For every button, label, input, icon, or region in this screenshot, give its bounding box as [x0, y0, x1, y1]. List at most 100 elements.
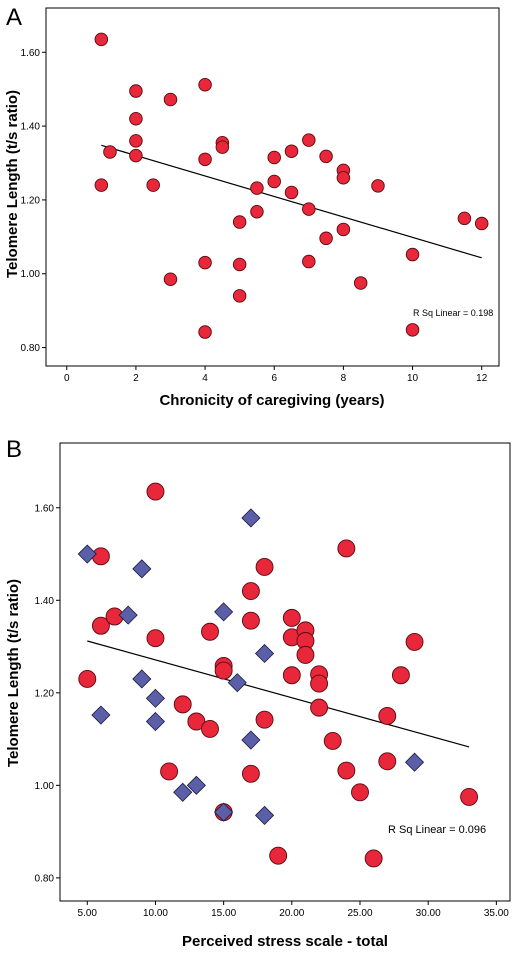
panel-a-x-tick-label: 2 [133, 373, 139, 384]
panel-a-circle-point [336, 222, 351, 237]
panel-b-y-tick-label: 1.20 [35, 688, 55, 699]
panel-b-circle-point [146, 629, 165, 648]
panel-a-circle-point [371, 179, 385, 193]
panel-a-circle-point [250, 181, 264, 195]
panel-a-y-tick-label: 1.40 [21, 122, 41, 133]
panel-a-circle-point [405, 323, 420, 337]
panel-b-r-squared: R Sq Linear = 0.096 [388, 824, 486, 836]
panel-b-circle-point [255, 710, 274, 729]
panel-b-x-tick-label: 30.00 [416, 908, 441, 919]
panel-b-circle-point [310, 674, 329, 693]
panel-a-circle-point [267, 150, 281, 165]
panel-b-circle-point [241, 764, 260, 783]
panel-a-circle-point [319, 231, 333, 246]
panel-a-circle-point [284, 185, 299, 200]
panel-a-y-tick-label: 0.80 [21, 343, 41, 354]
panel-b-diamond-point [186, 775, 206, 795]
panel-a-markers [94, 32, 489, 339]
panel-b-circle-point [269, 846, 288, 865]
panel-a-circle-point [232, 289, 247, 303]
panel-a-x-tick-label: 4 [202, 373, 208, 384]
panel-a-circle-point [163, 272, 178, 287]
panel-b-diamond-point [214, 602, 234, 622]
panel-a-x-axis-title: Chronicity of caregiving (years) [159, 392, 384, 409]
panel-b-circle-point [173, 695, 192, 714]
panel-a-ticks: 0 2 4 6 8 10 12 0.80 1.00 1.20 1.40 1.60 [21, 48, 488, 384]
panel-a-y-tick-label: 1.00 [21, 269, 41, 280]
panel-a-x-tick-label: 0 [64, 373, 70, 384]
panel-b-circle-point [460, 787, 479, 806]
panel-a-x-tick-label: 8 [341, 373, 347, 384]
panel-b-y-tick-label: 0.80 [35, 873, 55, 884]
panel-b-circle-point [351, 783, 369, 802]
panel-a-circle-point [302, 254, 316, 269]
panel-a-circle-point [284, 144, 299, 158]
panel-b-diamond-point [254, 643, 275, 664]
panel-b-circle-point [241, 582, 260, 600]
panel-b-diamond-point [173, 782, 193, 802]
panel-b-diamond-point [214, 802, 234, 822]
panel-b-circle-point [337, 539, 356, 558]
panel-a-circle-point [129, 134, 143, 148]
panel-b-circle-point [187, 712, 206, 731]
panel-a: A 0 2 4 6 8 10 12 0.80 1.00 1.20 1.40 1.60 R Sq Lin… [4, 4, 500, 409]
panel-a-circle-point [198, 152, 212, 167]
panel-b-circle-point [241, 611, 260, 630]
panel-b-circle-point [337, 761, 356, 780]
panel-b-circle-point [146, 482, 165, 501]
panel-b-x-tick-label: 25.00 [347, 908, 372, 919]
panel-b-fit-line [87, 640, 470, 748]
panel-b-diamond-point [404, 752, 425, 772]
panel-b-circle-point [160, 762, 179, 781]
panel-a-circle-point [302, 133, 316, 147]
panel-b-diamond-point [91, 705, 111, 725]
panel-a-circle-point [457, 211, 472, 226]
panel-a-circle-point [103, 145, 117, 159]
panel-a-x-tick-label: 6 [271, 373, 277, 384]
panel-a-circle-point [250, 204, 264, 219]
panel-a-circle-point [198, 325, 212, 339]
panel-b-circle-point [364, 849, 383, 868]
panel-b-diamond-point [241, 508, 261, 528]
panel-a-fit-line [101, 144, 482, 259]
panel-b: B 5.00 10.00 15.00 20.00 25.00 30.00 35.00 0.80… [5, 436, 511, 950]
panel-a-circle-point [232, 215, 247, 229]
panel-b-circle-point [296, 645, 315, 664]
panel-a-circle-point [146, 178, 160, 192]
panel-b-y-tick-label: 1.60 [35, 503, 55, 514]
panel-a-r-squared: R Sq Linear = 0.198 [413, 308, 493, 318]
panel-b-ticks: 5.00 10.00 15.00 20.00 25.00 30.00 35.00 0.80 1.… [35, 503, 510, 919]
panel-b-diamond-point [132, 559, 152, 579]
panel-b-circle-point [201, 622, 219, 641]
panel-b-y-axis-title: Telomere Length (t/s ratio) [5, 579, 22, 767]
panel-b-circle-point [91, 547, 110, 566]
panel-b-diamond-point [227, 673, 247, 693]
panel-a-circle-point [319, 149, 333, 164]
panel-a-circle-point [129, 84, 143, 98]
panel-a-circle-point [336, 171, 351, 185]
panel-b-circle-point [255, 558, 274, 576]
panel-b-plot-area [59, 442, 511, 902]
panel-b-diamond-point [118, 605, 138, 625]
panel-b-circle-point [310, 698, 329, 717]
panel-a-circle-point [129, 111, 143, 126]
panel-b-diamond-point [241, 730, 261, 750]
panel-b-letter: B [6, 436, 22, 463]
panel-b-x-tick-label: 10.00 [143, 908, 168, 919]
panel-b-y-tick-label: 1.40 [35, 596, 55, 607]
panel-a-plot-area [45, 7, 500, 367]
panel-b-diamond-point [132, 669, 152, 689]
panel-a-circle-point [302, 202, 316, 216]
panel-b-circle-point [78, 669, 97, 688]
panel-b-circle-point [323, 731, 342, 750]
panel-a-circle-point [474, 216, 489, 231]
panel-a-circle-point [163, 92, 178, 107]
panel-a-circle-point [129, 148, 143, 163]
panel-b-circle-point [378, 752, 397, 771]
panel-b-diamond-point [145, 688, 166, 708]
panel-b-circle-point [391, 666, 410, 685]
panel-b-diamond-point [254, 805, 275, 825]
panel-b-circle-point [91, 616, 110, 635]
panel-a-circle-point [94, 32, 109, 47]
